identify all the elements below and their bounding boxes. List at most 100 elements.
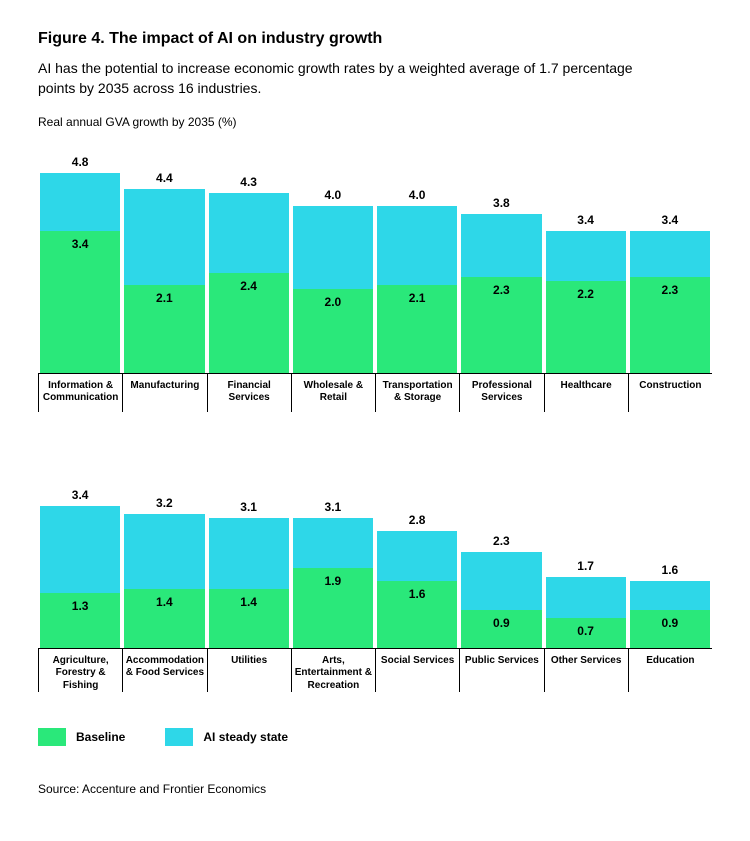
legend-swatch-baseline bbox=[38, 728, 66, 746]
bar-baseline-value: 3.4 bbox=[40, 237, 120, 251]
category-label: Transportation & Storage bbox=[375, 374, 459, 412]
bar-stack: 1.7 0.7 bbox=[546, 448, 626, 648]
category-label: Social Services bbox=[375, 649, 459, 693]
bar-segment-ai bbox=[293, 206, 373, 289]
bar-segment-baseline: 2.2 bbox=[546, 281, 626, 373]
bar-total-value: 3.4 bbox=[40, 488, 120, 502]
bar-stack: 2.81.6 bbox=[377, 448, 457, 648]
bar-segment-baseline: 1.9 bbox=[293, 568, 373, 647]
bar-cell: 4.0 2.1 bbox=[375, 173, 459, 373]
category-label: Wholesale & Retail bbox=[291, 374, 375, 412]
bar-cell: 4.83.4 bbox=[38, 173, 122, 373]
bar-cell: 4.32.4 bbox=[207, 173, 291, 373]
bar-segment-ai bbox=[209, 193, 289, 272]
category-labels-row: Information & CommunicationManufacturing… bbox=[38, 373, 712, 412]
legend: Baseline AI steady state bbox=[38, 728, 712, 746]
bar-segment-baseline: 2.3 bbox=[630, 277, 710, 373]
bar-segment-ai bbox=[377, 531, 457, 581]
bar-total-value: 4.8 bbox=[40, 155, 120, 169]
bar-segment-baseline: 2.0 bbox=[293, 289, 373, 372]
bar-segment-ai bbox=[124, 514, 204, 589]
bar-segment-ai bbox=[461, 214, 541, 277]
bar-segment-baseline: 1.4 bbox=[124, 589, 204, 647]
bar-baseline-value: 2.1 bbox=[377, 291, 457, 305]
figure-subtitle: AI has the potential to increase economi… bbox=[38, 58, 658, 99]
bar-segment-baseline: 3.4 bbox=[40, 231, 120, 373]
bar-total-value: 1.7 bbox=[546, 559, 626, 573]
bar-baseline-value: 2.3 bbox=[630, 283, 710, 297]
legend-label-ai: AI steady state bbox=[203, 730, 288, 744]
bar-total-value: 3.2 bbox=[124, 496, 204, 510]
bars-row: 3.41.33.21.43.11.43.11.92.81.62.30.91.70… bbox=[38, 448, 712, 648]
bar-cell: 1.60.9 bbox=[628, 448, 712, 648]
bar-segment-ai bbox=[546, 231, 626, 281]
bar-stack: 3.11.4 bbox=[209, 448, 289, 648]
bar-stack: 4.42.1 bbox=[124, 173, 204, 373]
bar-segment-ai bbox=[377, 206, 457, 285]
bar-segment-baseline: 0.9 bbox=[630, 610, 710, 648]
bar-cell: 4.42.1 bbox=[122, 173, 206, 373]
bar-segment-baseline: 2.4 bbox=[209, 273, 289, 373]
category-label: Construction bbox=[628, 374, 712, 412]
chart-row-1: 3.41.33.21.43.11.43.11.92.81.62.30.91.70… bbox=[38, 448, 712, 693]
bar-stack: 4.83.4 bbox=[40, 173, 120, 373]
bar-stack: 4.32.4 bbox=[209, 173, 289, 373]
bar-baseline-value: 1.9 bbox=[293, 574, 373, 588]
bar-cell: 2.30.9 bbox=[459, 448, 543, 648]
chart-row-0: 4.83.44.42.14.32.4 4.0 2.0 4.0 2.1 3.82.3 3.4 2… bbox=[38, 173, 712, 412]
bar-segment-baseline: 0.7 bbox=[546, 618, 626, 647]
bar-cell: 4.0 2.0 bbox=[291, 173, 375, 373]
bar-cell: 3.1 1.9 bbox=[291, 448, 375, 648]
bar-segment-ai bbox=[630, 231, 710, 277]
bar-segment-ai bbox=[40, 506, 120, 594]
bar-segment-baseline: 2.3 bbox=[461, 277, 541, 373]
bar-total-value: 3.4 bbox=[546, 213, 626, 227]
category-label: Agriculture, Forestry & Fishing bbox=[38, 649, 122, 693]
bar-baseline-value: 2.0 bbox=[293, 295, 373, 309]
bar-segment-ai bbox=[630, 581, 710, 610]
bar-baseline-value: 1.4 bbox=[124, 595, 204, 609]
legend-item-baseline: Baseline bbox=[38, 728, 125, 746]
bar-total-value: 4.0 bbox=[293, 188, 373, 202]
bar-cell: 3.2 1.4 bbox=[122, 448, 206, 648]
category-label: Manufacturing bbox=[122, 374, 206, 412]
category-label: Other Services bbox=[544, 649, 628, 693]
bar-baseline-value: 0.9 bbox=[461, 616, 541, 630]
category-label: Healthcare bbox=[544, 374, 628, 412]
category-label: Information & Communication bbox=[38, 374, 122, 412]
category-labels-row: Agriculture, Forestry & FishingAccommoda… bbox=[38, 648, 712, 693]
bar-segment-ai bbox=[40, 173, 120, 231]
bar-total-value: 3.4 bbox=[630, 213, 710, 227]
bar-stack: 4.0 2.1 bbox=[377, 173, 457, 373]
bar-cell: 3.11.4 bbox=[207, 448, 291, 648]
bar-baseline-value: 2.1 bbox=[124, 291, 204, 305]
bar-cell: 3.82.3 bbox=[459, 173, 543, 373]
bar-baseline-value: 2.2 bbox=[546, 287, 626, 301]
bar-total-value: 4.0 bbox=[377, 188, 457, 202]
bar-segment-baseline: 1.4 bbox=[209, 589, 289, 647]
bar-stack: 3.1 1.9 bbox=[293, 448, 373, 648]
bar-stack: 1.60.9 bbox=[630, 448, 710, 648]
category-label: Financial Services bbox=[207, 374, 291, 412]
bar-stack: 3.4 2.2 bbox=[546, 173, 626, 373]
bar-baseline-value: 1.3 bbox=[40, 599, 120, 613]
bar-stack: 3.4 1.3 bbox=[40, 448, 120, 648]
bars-row: 4.83.44.42.14.32.4 4.0 2.0 4.0 2.1 3.82.3 3.4 2… bbox=[38, 173, 712, 373]
bar-total-value: 3.1 bbox=[293, 500, 373, 514]
bar-baseline-value: 2.4 bbox=[209, 279, 289, 293]
legend-label-baseline: Baseline bbox=[76, 730, 125, 744]
bar-segment-baseline: 2.1 bbox=[124, 285, 204, 373]
category-label: Professional Services bbox=[459, 374, 543, 412]
source-line: Source: Accenture and Frontier Economics bbox=[38, 782, 712, 796]
bar-cell: 3.4 1.3 bbox=[38, 448, 122, 648]
category-label: Arts, Entertainment & Recreation bbox=[291, 649, 375, 693]
figure-title: Figure 4. The impact of AI on industry g… bbox=[38, 30, 712, 48]
legend-item-ai: AI steady state bbox=[165, 728, 288, 746]
bar-segment-ai bbox=[293, 518, 373, 568]
bar-segment-ai bbox=[124, 189, 204, 285]
category-label: Public Services bbox=[459, 649, 543, 693]
legend-swatch-ai bbox=[165, 728, 193, 746]
y-axis-label: Real annual GVA growth by 2035 (%) bbox=[38, 115, 712, 129]
bar-segment-baseline: 2.1 bbox=[377, 285, 457, 373]
bar-stack: 3.82.3 bbox=[461, 173, 541, 373]
